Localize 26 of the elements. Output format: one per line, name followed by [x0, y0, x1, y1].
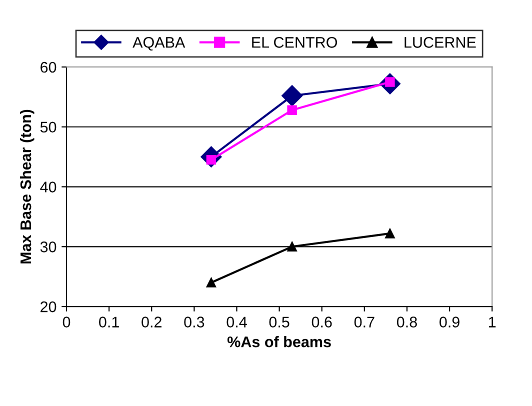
legend-label: EL CENTRO [252, 37, 338, 48]
x-tick-label: 0.6 [312, 316, 332, 328]
point [287, 242, 297, 252]
x-tick-label: 0.4 [226, 316, 247, 328]
x-tick-label: 0.7 [354, 316, 374, 328]
y-axis-title: Max Base Shear (ton) [20, 110, 34, 264]
point [287, 105, 297, 115]
x-tick-label: 0.9 [440, 316, 460, 328]
point [282, 85, 303, 106]
x-tick-label: 0.1 [99, 316, 119, 328]
y-tick-label: 40 [40, 182, 56, 192]
y-tick-label: 60 [40, 62, 56, 73]
x-tick-label: 0.3 [184, 316, 204, 328]
legend-label: LUCERNE [404, 37, 476, 48]
legend-label: AQABA [132, 37, 186, 51]
x-tick-label: 1 [489, 316, 496, 328]
x-axis-title: %As of beams [227, 336, 331, 348]
y-tick-label: 30 [40, 242, 56, 252]
point [385, 228, 395, 238]
x-tick-label: 0.5 [269, 316, 290, 328]
y-tick-label: 50 [40, 122, 56, 133]
x-tick-label: 0.8 [396, 316, 417, 328]
y-tick-label: 20 [40, 301, 56, 312]
point [206, 278, 216, 288]
x-tick-label: 0 [62, 316, 70, 328]
x-tick-label: 0.2 [142, 316, 162, 328]
